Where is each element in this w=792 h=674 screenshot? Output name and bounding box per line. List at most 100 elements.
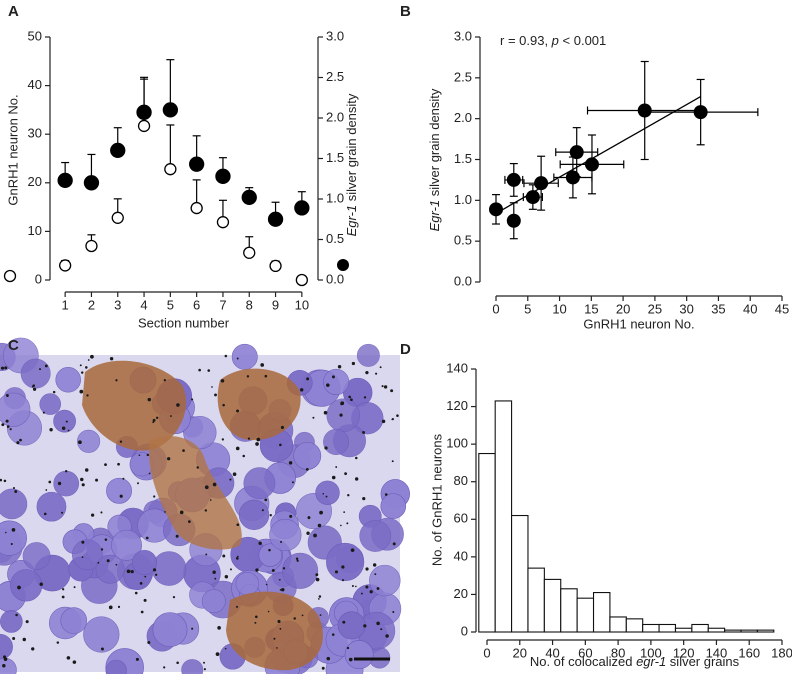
x-tick-label: 180: [771, 645, 792, 660]
legend-symbol: [337, 259, 349, 271]
x-tick-label: 0: [492, 301, 499, 316]
point: [534, 176, 549, 191]
silver-grain: [347, 494, 350, 497]
silver-grain: [306, 377, 310, 381]
silver-grain: [73, 586, 76, 589]
silver-grain: [212, 570, 216, 574]
silver-grain: [365, 370, 369, 375]
silver-grain: [384, 493, 388, 496]
cell: [369, 564, 401, 597]
x-tick-label: 20: [513, 645, 527, 660]
silver-grain: [211, 386, 213, 388]
silver-grain: [236, 357, 239, 360]
silver-grain: [331, 633, 335, 636]
silver-grain: [313, 533, 317, 538]
silver-grain: [265, 583, 268, 586]
silver-grain: [376, 621, 380, 626]
silver-grain: [236, 523, 240, 527]
silver-grain: [152, 418, 156, 422]
silver-grain: [43, 512, 47, 516]
histogram-bar: [527, 567, 545, 633]
silver-grain: [214, 393, 217, 397]
silver-grain: [137, 482, 139, 485]
x-axis-label-part: silver grains: [666, 654, 739, 669]
cell: [22, 542, 51, 570]
silver-grain: [365, 585, 369, 589]
silver-grain: [256, 437, 261, 442]
error-bar: [166, 59, 175, 110]
y-axis-label: Egr-1 silver grain density: [427, 88, 442, 231]
silver-grain: [301, 614, 304, 617]
silver-grain: [6, 425, 10, 428]
silver-grain: [323, 410, 328, 415]
cell: [323, 368, 350, 396]
point: [565, 170, 580, 185]
silver-grain: [331, 375, 335, 379]
silver-grain: [246, 375, 250, 378]
silver-grain: [348, 657, 353, 662]
silver-grain: [362, 430, 366, 434]
silver-grain: [108, 605, 113, 610]
y-tick-label: 40: [454, 548, 468, 563]
y-axis-label: GnRH1 neuron No.: [5, 94, 20, 205]
silver-grain: [383, 385, 388, 389]
open-marker: [190, 201, 203, 215]
cell: [0, 488, 28, 520]
y-tick-label: 60: [454, 511, 468, 526]
silver-grain: [147, 641, 151, 645]
silver-grain: [146, 453, 150, 457]
x-tick-label: 80: [611, 645, 625, 660]
silver-grain: [152, 421, 155, 424]
cell: [20, 358, 51, 389]
silver-grain: [17, 585, 21, 590]
silver-grain: [122, 477, 125, 480]
silver-grain: [176, 403, 180, 407]
silver-grain: [254, 615, 258, 619]
silver-grain: [80, 371, 84, 374]
y-tick-label: 0.5: [454, 233, 472, 248]
cell: [151, 551, 187, 586]
histogram-bar: [543, 578, 562, 633]
silver-grain: [65, 470, 68, 473]
cell: [359, 520, 392, 552]
silver-grain: [235, 557, 239, 560]
legend-symbol: [3, 269, 17, 283]
silver-grain: [12, 487, 16, 490]
panel-label: B: [400, 3, 411, 20]
silver-grain: [318, 595, 322, 598]
silver-grain: [315, 577, 320, 582]
silver-grain: [119, 494, 123, 498]
x-axis-label-part: No. of colocalized: [530, 654, 636, 669]
silver-grain: [148, 472, 151, 475]
silver-grain: [191, 398, 194, 401]
silver-grain: [3, 479, 7, 483]
silver-grain: [268, 548, 271, 552]
silver-grain: [319, 510, 323, 515]
silver-grain: [0, 366, 5, 370]
silver-grain: [182, 449, 185, 452]
silver-grain: [351, 361, 356, 366]
silver-grain: [87, 359, 90, 361]
silver-grain: [391, 418, 394, 421]
x-tick-label: 35: [711, 301, 725, 316]
silver-grain: [224, 354, 228, 358]
point: [506, 213, 521, 228]
silver-grain: [322, 492, 325, 495]
silver-grain: [175, 534, 179, 538]
cell: [111, 529, 142, 561]
silver-grain: [209, 499, 212, 501]
filled-marker: [241, 189, 257, 206]
x-axis-label: GnRH1 neuron No.: [583, 316, 694, 331]
point: [525, 190, 540, 205]
silver-grain: [381, 385, 384, 388]
silver-grain: [66, 656, 71, 660]
silver-grain: [299, 388, 304, 392]
cell: [344, 640, 374, 670]
x-tick-label: 1: [62, 297, 69, 312]
y-tick-label: 140: [446, 360, 468, 375]
silver-grain: [280, 425, 284, 430]
silver-grain: [325, 495, 328, 498]
silver-grain: [224, 647, 227, 650]
silver-grain: [255, 442, 259, 446]
cell: [106, 477, 133, 504]
